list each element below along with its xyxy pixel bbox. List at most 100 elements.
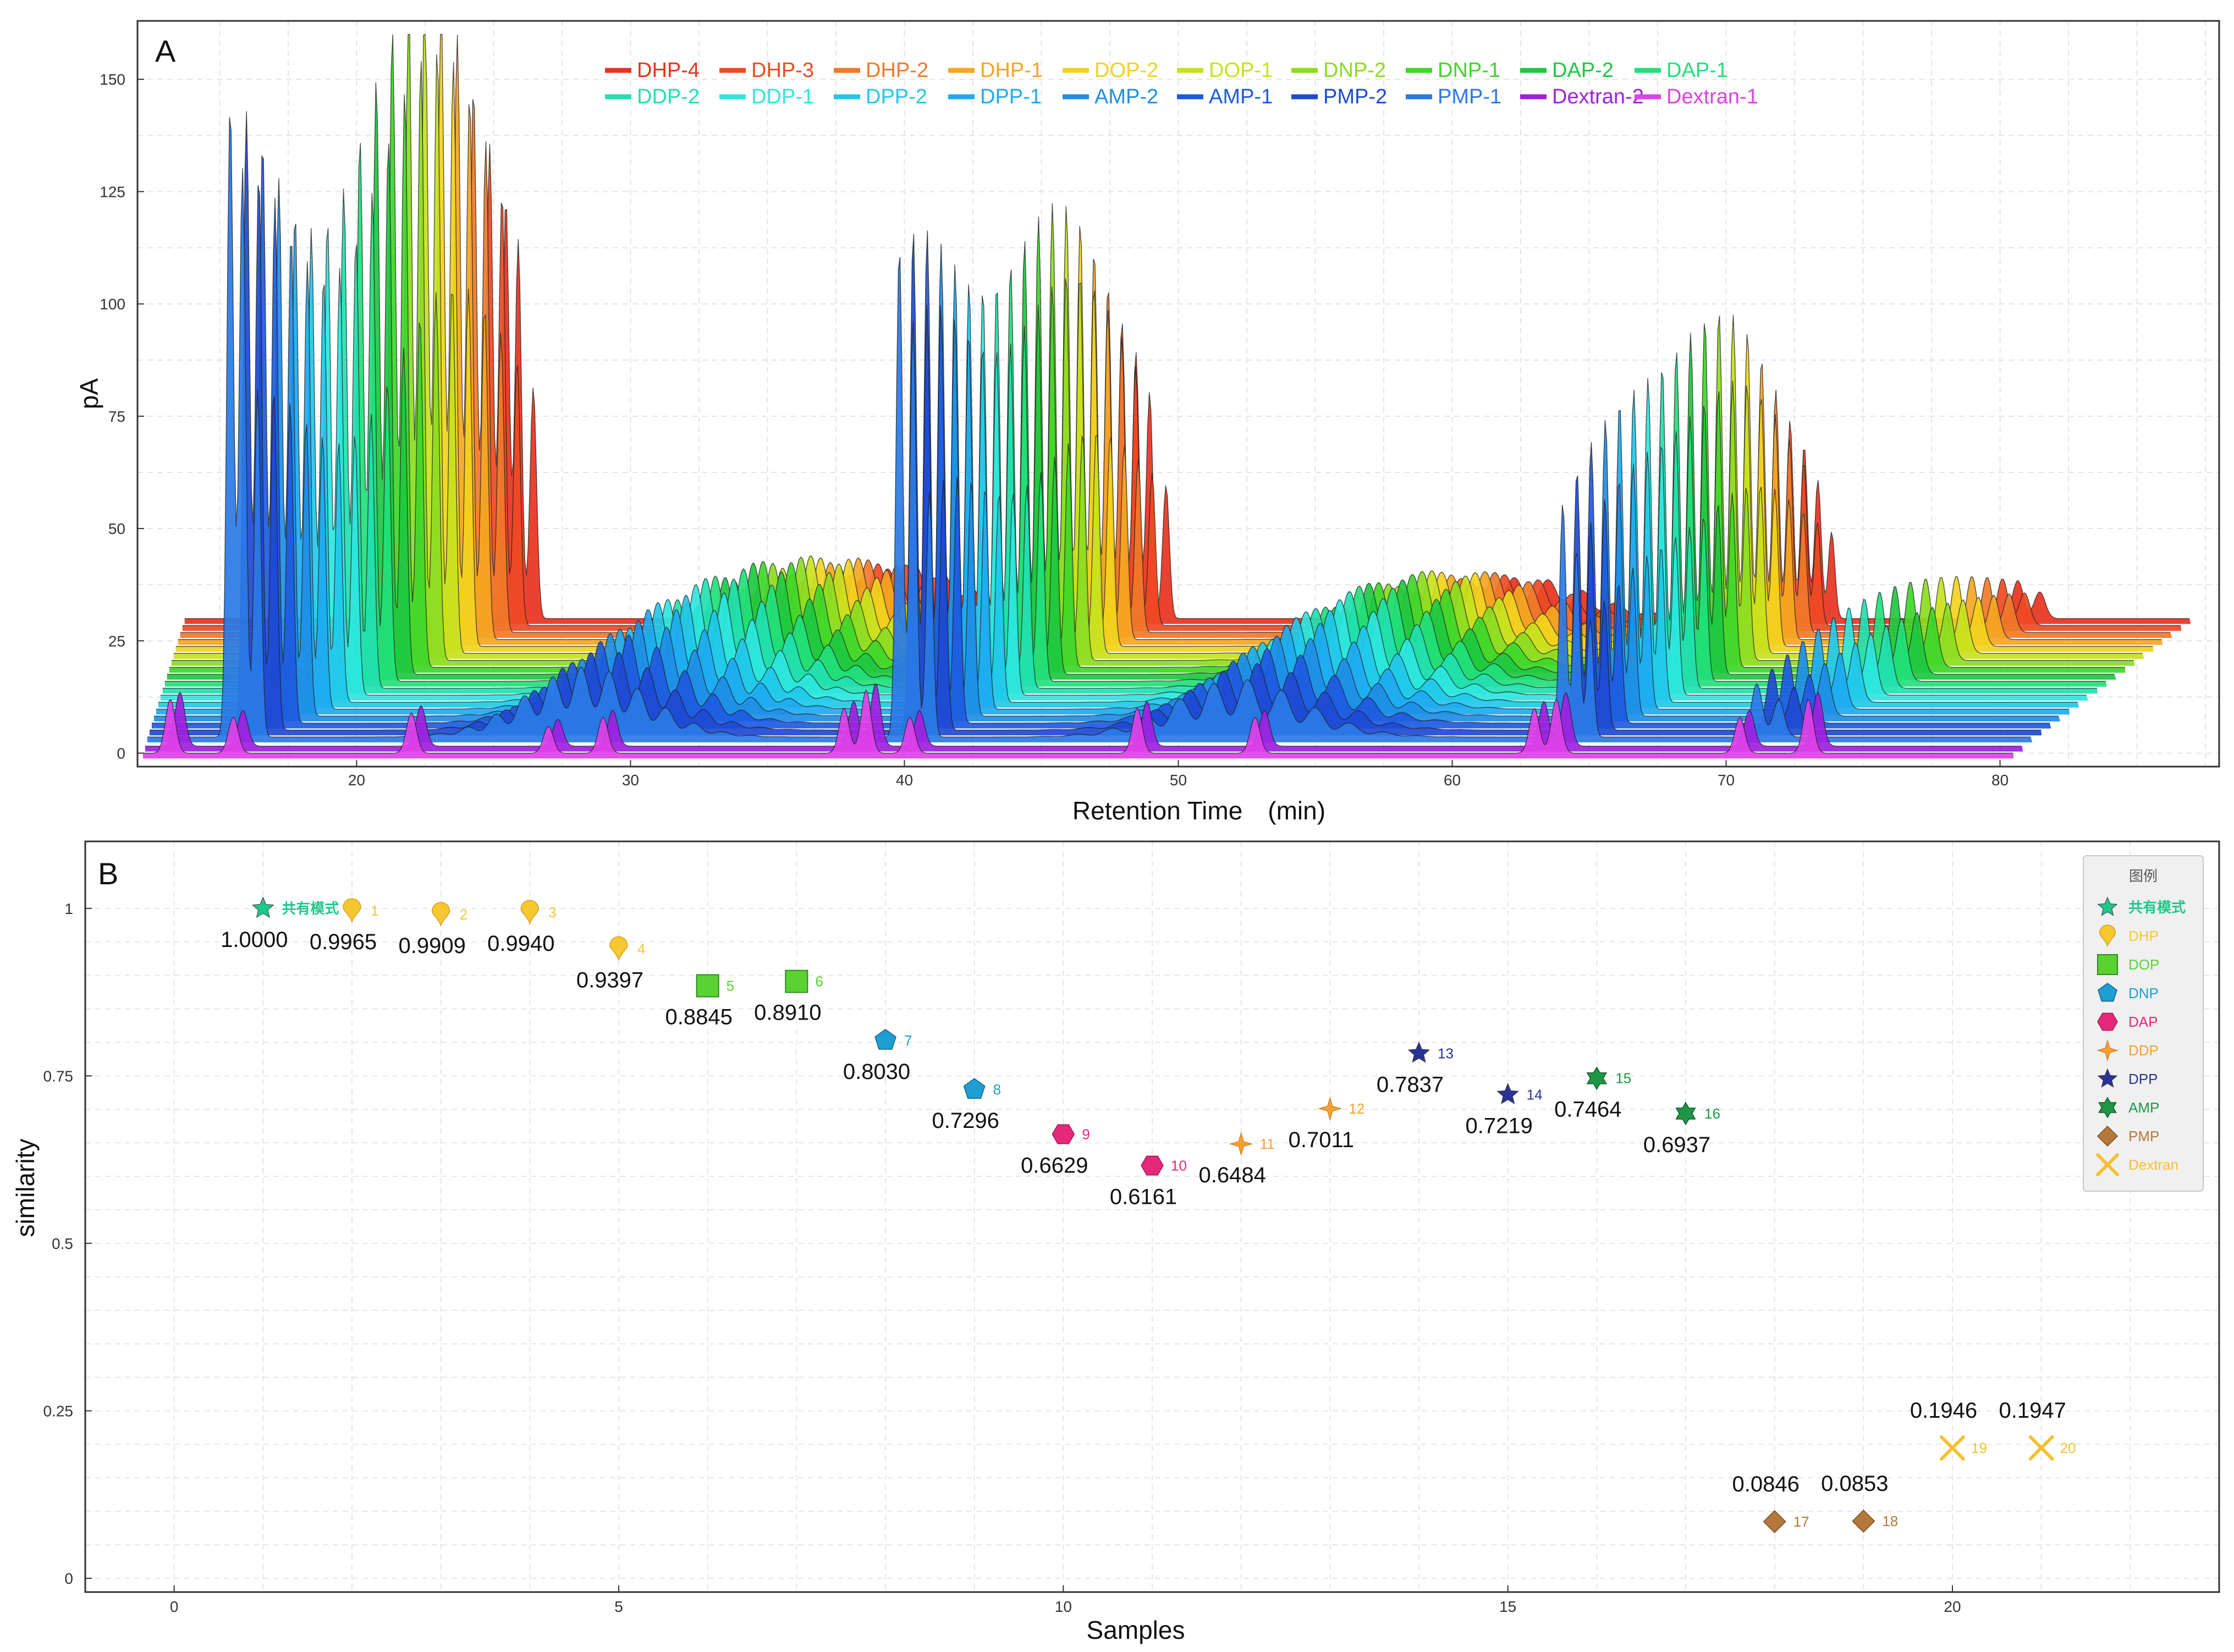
panel-b-legend-title: 图例 [2129,868,2158,884]
point-index-label: 13 [1438,1045,1454,1061]
marker-shape [2097,1039,2119,1061]
x-tick-label: 20 [1944,1598,1961,1615]
legend-marker [2097,1125,2119,1147]
point-value-label: 0.6629 [1021,1153,1088,1177]
marker-shape [963,1078,986,1099]
point-value-label: 0.7296 [932,1109,999,1133]
point-index-label: 3 [548,904,556,921]
point-marker [1141,1155,1164,1176]
legend-label: DPP-1 [980,85,1042,108]
legend-label: DAP [2128,1014,2158,1030]
marker-shape [2096,1153,2119,1176]
marker-shape [1586,1066,1608,1091]
x-tick-label: 5 [614,1598,623,1615]
marker-shape [2097,1012,2118,1031]
x-tick-label: 20 [348,772,365,789]
legend-label: AMP-2 [1094,85,1158,108]
panel-a-traces [143,34,2191,759]
point-marker [1318,1097,1342,1121]
point-index-label: 12 [1349,1100,1364,1117]
point-value-label: 0.7464 [1554,1098,1621,1122]
legend-label: AMP [2128,1099,2159,1116]
point-marker [2028,1435,2054,1461]
point-index-label: 19 [1971,1440,1987,1456]
marker-shape [2098,983,2117,1002]
trace-line-dextran-2 [145,684,2022,747]
point-marker [1407,1042,1430,1063]
point-marker [431,902,450,927]
marker-shape [1763,1510,1786,1534]
point-value-label: 0.8845 [665,1005,732,1029]
trace-line-dhp-2 [180,99,2171,633]
point-value-label: 0.6161 [1110,1185,1177,1209]
point-marker [1496,1083,1519,1104]
x-tick-label: 60 [1444,772,1461,789]
x-tick-label: 50 [1170,772,1187,789]
trace-fill-dextran-2 [145,684,2023,752]
x-tick-label: 40 [896,772,913,789]
legend-label: DHP-4 [637,59,700,82]
marker-shape [609,936,628,961]
point-index-label: 20 [2060,1440,2076,1456]
legend-label: Dextran-2 [1552,85,1644,108]
legend-label: DOP-2 [1094,59,1158,82]
legend-marker [2098,1097,2117,1119]
point-value-label: 0.8910 [754,1001,821,1025]
y-tick-label: 125 [100,183,125,200]
x-tick-label: 0 [170,1598,179,1615]
point-index-label: 7 [904,1032,912,1049]
panel-a-y-axis-title: pA [75,378,103,410]
marker-shape [1141,1155,1164,1176]
legend-label: DOP-1 [1209,59,1273,82]
point-index-label: 2 [460,906,467,923]
point-value-label: 0.9940 [487,932,554,956]
point-index-label: 4 [637,940,645,957]
point-index-label: 18 [1882,1513,1898,1529]
point-marker [520,900,540,925]
point-index-label: 1 [371,902,378,919]
point-index-label: 17 [1793,1513,1809,1530]
point-value-label: 0.9965 [310,930,377,954]
legend-label: DOP [2128,956,2159,973]
point-value-label: 0.6484 [1198,1163,1265,1187]
marker-shape [1318,1097,1342,1121]
legend-label: DHP-2 [866,59,928,82]
y-tick-label: 0 [117,745,125,762]
legend-label: DNP-2 [1323,59,1386,82]
marker-shape [2097,954,2118,975]
legend-label: DDP-1 [751,85,814,108]
point-index-label: 5 [727,978,734,994]
y-tick-label: 1 [64,900,73,917]
point-index-label: 8 [993,1081,1001,1098]
marker-shape [2099,924,2116,948]
panel-a-chromatogram: 20 30 40 50 60 70 80 0 25 50 75 100 125 150 A Retenti… [75,20,2220,825]
trace-line-dextran-1 [143,689,2013,754]
point-marker [1852,1510,1875,1533]
trace-line-dhp-4 [184,208,2190,619]
legend-label: DAP-2 [1552,59,1614,82]
legend-label: Dextran-1 [1666,85,1758,108]
y-tick-label: 50 [108,520,125,537]
point-index-label: 11 [1260,1136,1275,1152]
point-index-label: 共有模式 [282,900,339,917]
marker-shape [1496,1083,1519,1104]
y-tick-label: 0.25 [43,1402,74,1419]
legend-label: DHP [2128,928,2159,944]
panel-b-legend: 图例 共有模式 DHP DOP DNP DAP DDP DPP AMP PMP Dextran [2083,855,2204,1192]
trace-line-amp-1 [151,155,2050,724]
legend-label: DNP [2128,985,2159,1001]
point-marker [1586,1066,1608,1091]
legend-label: AMP-1 [1209,85,1273,108]
legend-label: Dextran [2128,1157,2178,1173]
marker-shape [2097,1125,2119,1147]
panel-b-similarity: 0 5 10 15 20 0 0.25 0.5 0.75 1 共有模式 1.0000 1 0.9965 2… [11,840,2220,1644]
point-value-label: 0.6937 [1643,1133,1710,1157]
marker-shape [874,1028,896,1050]
point-marker [696,974,719,998]
legend-label: DPP [2128,1071,2158,1087]
point-marker [874,1028,896,1050]
y-tick-label: 150 [100,71,125,88]
trace-line-pmp-2 [149,111,2042,731]
legend-label: DDP [2128,1042,2159,1059]
